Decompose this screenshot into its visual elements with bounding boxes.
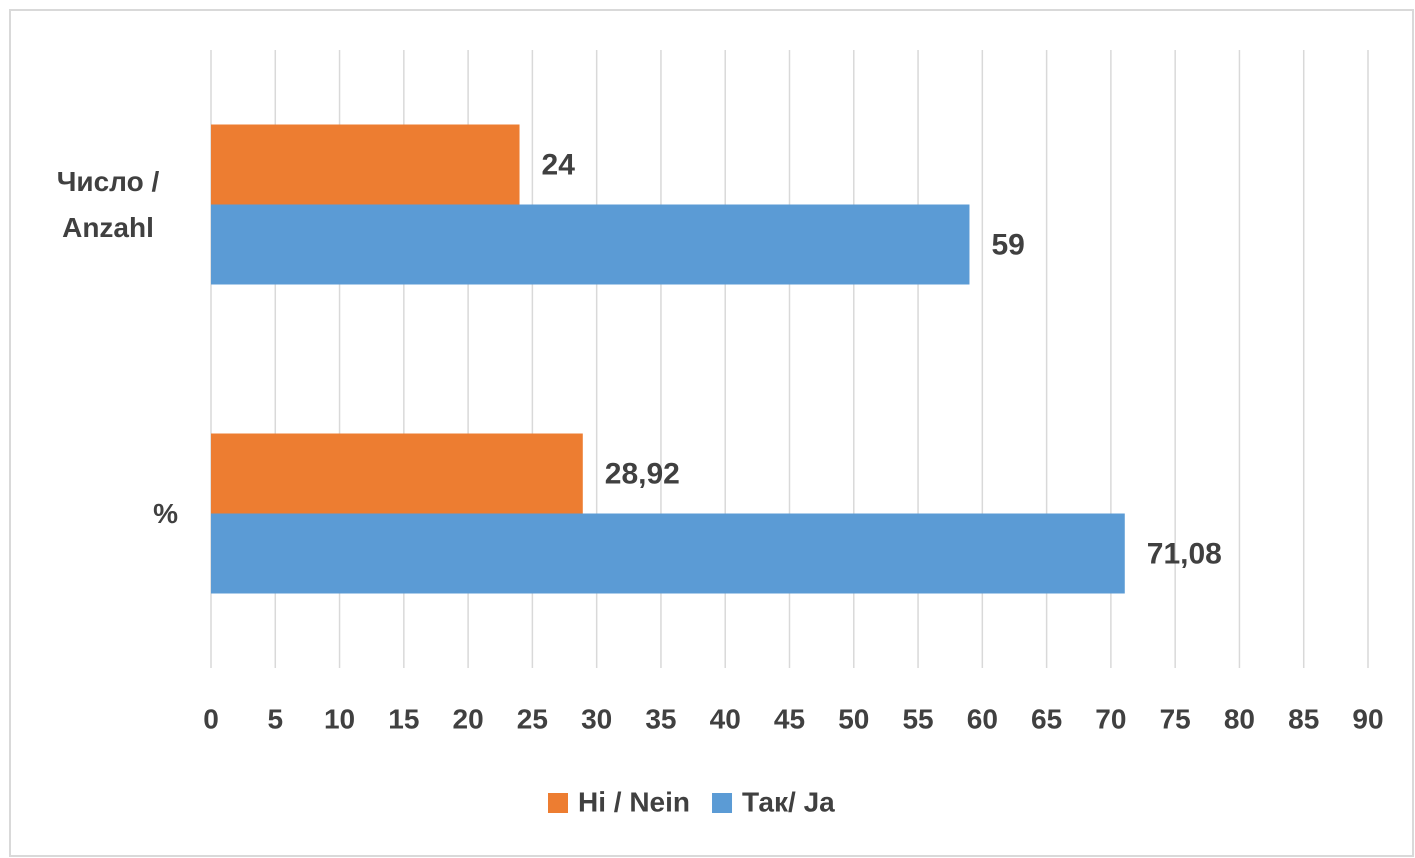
legend-label: Так/ Ja (742, 786, 835, 817)
bar (211, 433, 583, 514)
x-tick-label: 45 (774, 703, 805, 734)
x-tick-label: 60 (967, 703, 998, 734)
x-tick-label: 30 (581, 703, 612, 734)
bar (211, 204, 970, 285)
y-tick-label: % (153, 497, 178, 529)
x-tick-label: 5 (267, 703, 283, 734)
x-tick-label: 25 (517, 703, 548, 734)
bar (211, 513, 1125, 594)
x-tick-label: 40 (710, 703, 741, 734)
data-label: 24 (542, 148, 576, 181)
x-tick-label: 20 (453, 703, 484, 734)
x-tick-label: 80 (1224, 703, 1255, 734)
x-tick-label: 70 (1095, 703, 1126, 734)
x-tick-label: 85 (1288, 703, 1319, 734)
data-label: 59 (991, 228, 1024, 261)
bar (211, 124, 520, 205)
x-tick-label: 90 (1352, 703, 1383, 734)
x-tick-label: 65 (1031, 703, 1062, 734)
legend-swatch (712, 793, 733, 813)
x-tick-label: 0 (203, 703, 219, 734)
x-tick-label: 75 (1160, 703, 1191, 734)
y-tick-label: Число / Anzahl (56, 165, 160, 243)
x-tick-label: 50 (838, 703, 869, 734)
data-label: 71,08 (1147, 537, 1222, 570)
legend-swatch (548, 793, 568, 813)
x-tick-label: 35 (645, 703, 676, 734)
x-tick-label: 55 (902, 703, 933, 734)
x-tick-label: 15 (388, 703, 419, 734)
data-label: 28,92 (605, 457, 680, 490)
x-tick-label: 10 (324, 703, 355, 734)
legend-label: Ні / Nein (578, 786, 690, 817)
